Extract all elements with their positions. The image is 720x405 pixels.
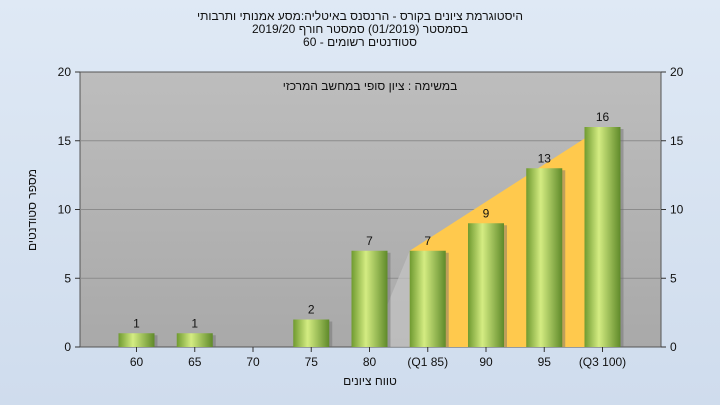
y-tick-label-right: 20: [670, 65, 684, 79]
x-tick-label: (Q3 100): [579, 355, 626, 369]
chart-title: היסטוגרמת ציונים בקורס - הרנסנס באיטליה:…: [0, 10, 720, 49]
x-tick-label: 60: [130, 355, 144, 369]
bar-90: [468, 223, 504, 347]
bar-value-label: 16: [596, 110, 610, 124]
chart-title-line-1: היסטוגרמת ציונים בקורס - הרנסנס באיטליה:…: [197, 9, 523, 23]
bar-value-label: 7: [366, 234, 373, 248]
bar-80: [351, 250, 388, 347]
y-tick-label-right: 5: [670, 271, 677, 285]
bar-60: [118, 333, 155, 347]
y-tick-label-left: 10: [58, 203, 72, 217]
x-axis-label: טווח ציונים: [343, 374, 397, 388]
bar-95: [526, 168, 563, 347]
bar-65: [176, 333, 213, 347]
bar-value-label: 2: [308, 303, 315, 317]
x-tick-label: 75: [305, 355, 319, 369]
bar-(Q1 85): [409, 250, 446, 347]
bar-value-label: 1: [191, 316, 198, 330]
y-tick-label-left: 0: [64, 340, 71, 354]
chart-annotation: במשימה : ציון סופי במחשב המרכזי: [283, 79, 458, 93]
bar-value-label: 1: [133, 316, 140, 330]
y-tick-label-left: 15: [58, 134, 72, 148]
y-tick-label-right: 0: [670, 340, 677, 354]
y-tick-label-left: 5: [64, 271, 71, 285]
x-tick-label: 95: [538, 355, 552, 369]
x-tick-label: 65: [188, 355, 202, 369]
chart-title-line-3: סטודנטים רשומים - 60: [303, 35, 417, 49]
y-axis-label: מספר סטודנטים: [25, 169, 39, 251]
bar-value-label: 7: [424, 234, 431, 248]
y-tick-label-right: 10: [670, 203, 684, 217]
y-tick-label-right: 15: [670, 134, 684, 148]
x-tick-label: 90: [479, 355, 493, 369]
x-tick-label: (Q1 85): [407, 355, 448, 369]
x-tick-label: 80: [363, 355, 377, 369]
x-tick-label: 70: [246, 355, 260, 369]
bar-value-label: 13: [538, 151, 552, 165]
bar-75: [293, 319, 330, 347]
bar-value-label: 9: [483, 206, 490, 220]
y-tick-label-left: 20: [58, 65, 72, 79]
chart-title-line-2: בסמסטר (01/2019) סמסטר חורף 2019/20: [251, 22, 469, 36]
bar-(Q3 100): [584, 127, 621, 347]
